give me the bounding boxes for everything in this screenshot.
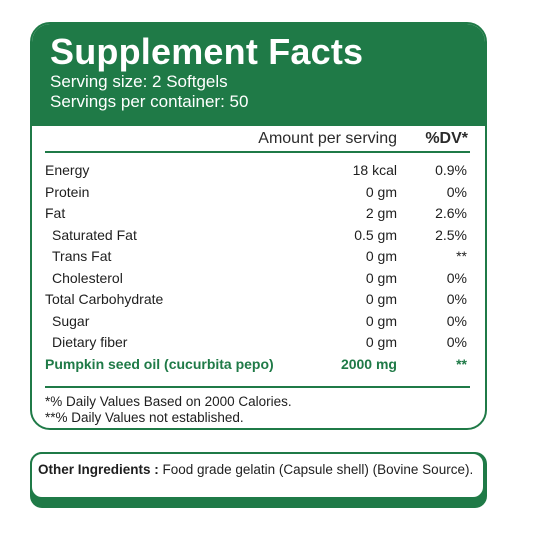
nutrient-name: Dietary fiber	[52, 334, 128, 350]
nutrient-name: Trans Fat	[52, 248, 112, 264]
other-ingredients-panel: Other Ingredients : Food grade gelatin (…	[30, 452, 487, 508]
nutrient-dv: 0.9%	[435, 162, 467, 178]
nutrient-row: Saturated Fat 0.5 gm 2.5%	[32, 225, 485, 247]
column-header: Amount per serving %DV*	[32, 130, 485, 150]
nutrient-name: Energy	[45, 162, 90, 178]
nutrient-amount: 0 gm	[365, 291, 397, 307]
nutrient-name: Pumpkin seed oil (cucurbita pepo)	[45, 355, 274, 372]
column-amount: Amount per serving	[258, 130, 397, 147]
nutrient-name: Sugar	[52, 312, 90, 329]
nutrient-dv: 2.5%	[435, 226, 467, 243]
nutrient-row: Energy 18 kcal 0.9%	[32, 160, 485, 182]
nutrient-dv: **	[456, 355, 467, 372]
other-ingredients-text: Food grade gelatin (Capsule shell) (Bovi…	[162, 462, 474, 477]
nutrient-row: Dietary fiber 0 gm 0%	[32, 332, 485, 354]
nutrient-name: Protein	[45, 183, 90, 200]
divider	[45, 386, 470, 388]
nutrient-amount: 0 gm	[365, 312, 397, 329]
nutrient-name: Total Carbohydrate	[45, 291, 164, 307]
nutrient-amount: 2000 mg	[340, 355, 397, 372]
nutrient-rows: Energy 18 kcal 0.9% Protein 0 gm 0% Fat 2 gm 2.6…	[32, 160, 485, 375]
nutrient-dv: 2.6%	[435, 205, 467, 221]
divider	[45, 151, 470, 153]
nutrient-amount: 0.5 gm	[354, 226, 397, 243]
footnotes: *% Daily Values Based on 2000 Calories. …	[45, 394, 292, 426]
nutrient-amount: 0 gm	[365, 183, 397, 200]
nutrient-dv: 0%	[446, 183, 467, 200]
header: Supplement Facts Serving size: 2 Softgel…	[32, 24, 485, 126]
nutrient-dv: 0%	[446, 312, 467, 329]
nutrient-dv: 0%	[446, 334, 467, 350]
footnote: **% Daily Values not established.	[45, 410, 244, 425]
nutrient-row: Protein 0 gm 0%	[32, 182, 485, 204]
nutrient-name: Saturated Fat	[52, 226, 137, 243]
nutrient-amount: 0 gm	[365, 334, 397, 350]
nutrient-dv: **	[456, 248, 467, 264]
serving-size: Serving size: 2 Softgels	[50, 72, 228, 91]
nutrient-row: Total Carbohydrate 0 gm 0%	[32, 289, 485, 311]
facts-panel: Supplement Facts Serving size: 2 Softgel…	[30, 22, 487, 430]
servings-per-container: Servings per container: 50	[50, 92, 249, 111]
column-dv: %DV*	[425, 130, 468, 147]
nutrient-amount: 2 gm	[365, 205, 397, 221]
nutrient-row: Pumpkin seed oil (cucurbita pepo) 2000 mg…	[32, 354, 485, 376]
nutrient-row: Trans Fat 0 gm **	[32, 246, 485, 268]
nutrient-amount: 18 kcal	[352, 162, 397, 178]
nutrient-dv: 0%	[446, 269, 467, 286]
other-ingredients-label: Other Ingredients :	[38, 462, 159, 477]
other-ingredients: Other Ingredients : Food grade gelatin (…	[30, 452, 485, 499]
nutrient-name: Fat	[45, 205, 66, 221]
nutrient-name: Cholesterol	[52, 269, 123, 286]
title: Supplement Facts	[50, 31, 364, 72]
nutrient-row: Sugar 0 gm 0%	[32, 311, 485, 333]
footnote: *% Daily Values Based on 2000 Calories.	[45, 394, 292, 409]
nutrient-row: Cholesterol 0 gm 0%	[32, 268, 485, 290]
nutrient-row: Fat 2 gm 2.6%	[32, 203, 485, 225]
nutrient-amount: 0 gm	[365, 248, 397, 264]
nutrient-amount: 0 gm	[365, 269, 397, 286]
nutrient-dv: 0%	[446, 291, 467, 307]
